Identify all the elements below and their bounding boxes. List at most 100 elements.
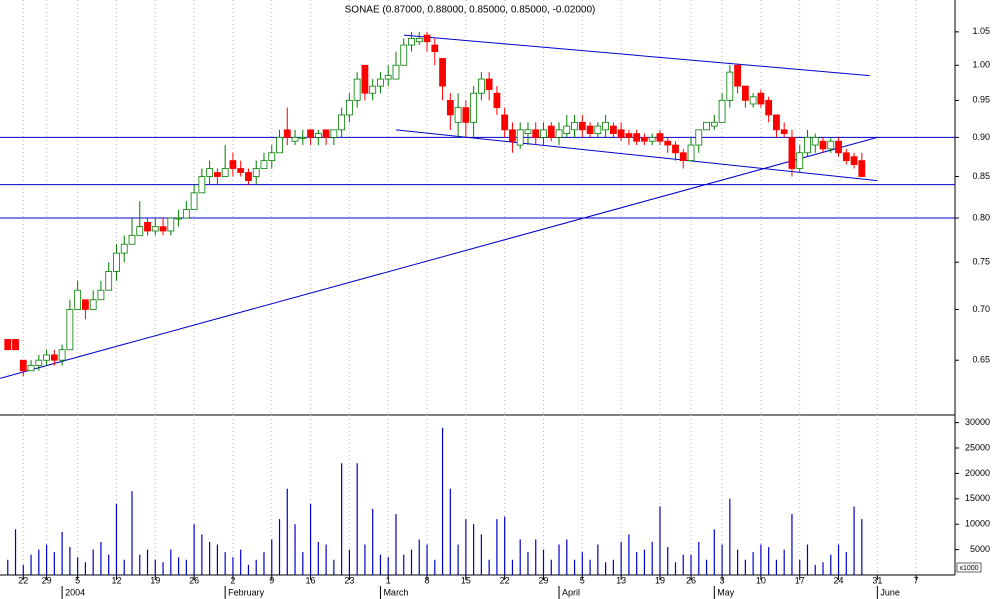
y-tick-label: 30000 bbox=[965, 417, 990, 427]
candle-body bbox=[516, 129, 524, 146]
candle-body bbox=[291, 136, 299, 142]
candle-body bbox=[431, 44, 439, 53]
x-tick-label: 29 bbox=[538, 575, 548, 585]
candle-body bbox=[190, 192, 198, 210]
x-tick-label: 26 bbox=[686, 575, 696, 585]
candle-body bbox=[827, 140, 835, 150]
x-tick-label: 23 bbox=[344, 575, 354, 585]
candle-body bbox=[43, 354, 50, 361]
month-label: February bbox=[228, 587, 265, 597]
candle-body bbox=[811, 136, 819, 146]
x-tick-label: 1 bbox=[386, 575, 391, 585]
candle-body bbox=[4, 339, 12, 351]
candle-body bbox=[400, 44, 408, 66]
x-tick-label: 19 bbox=[150, 575, 160, 585]
candle-body bbox=[641, 136, 648, 142]
x-tick-label: 19 bbox=[655, 575, 665, 585]
candle-body bbox=[726, 71, 734, 101]
candle-body bbox=[842, 152, 850, 162]
month-label: June bbox=[880, 587, 900, 597]
x-tick-label: 9 bbox=[269, 575, 274, 585]
candle-body bbox=[578, 121, 586, 131]
candle-body bbox=[19, 359, 27, 372]
month-label: May bbox=[717, 587, 735, 597]
x-tick-label: 29 bbox=[42, 575, 52, 585]
unit-box bbox=[956, 562, 982, 573]
candle-body bbox=[509, 129, 516, 142]
candle-body bbox=[369, 85, 377, 94]
candle-body bbox=[462, 107, 470, 123]
x-tick-label: 8 bbox=[425, 575, 430, 585]
y-tick-label: 0.70 bbox=[972, 304, 990, 314]
candle-body bbox=[757, 92, 765, 105]
candle-body bbox=[268, 152, 276, 162]
trend-line bbox=[403, 34, 870, 77]
x-tick-label: 31 bbox=[872, 575, 882, 585]
candle-body bbox=[136, 226, 144, 236]
candle-body bbox=[858, 160, 866, 177]
candle-body bbox=[128, 234, 136, 245]
candle-body bbox=[648, 136, 656, 142]
candle-body bbox=[408, 38, 415, 46]
y-tick-label: 0.80 bbox=[972, 212, 990, 222]
candle-body bbox=[35, 359, 43, 366]
y-tick-label: 20000 bbox=[965, 468, 990, 478]
x-tick-label: 26 bbox=[189, 575, 199, 585]
candle-body bbox=[276, 136, 283, 154]
volume-unit: x1000 bbox=[959, 565, 978, 572]
candle-body bbox=[245, 172, 252, 181]
y-tick-label: 15000 bbox=[965, 493, 990, 503]
x-tick-label: 15 bbox=[461, 575, 471, 585]
x-tick-label: 3 bbox=[720, 575, 725, 585]
candle-body bbox=[679, 152, 687, 162]
candle-body bbox=[206, 168, 214, 177]
candle-body bbox=[58, 349, 66, 361]
candle-body bbox=[89, 299, 97, 310]
candle-body bbox=[563, 125, 571, 134]
candle-body bbox=[454, 107, 462, 123]
candle-body bbox=[377, 78, 384, 87]
candle-body bbox=[571, 121, 578, 131]
candle-body bbox=[470, 92, 478, 123]
candle-body bbox=[741, 85, 749, 101]
month-label: April bbox=[562, 587, 580, 597]
candle-body bbox=[695, 129, 703, 146]
y-tick-label: 0.90 bbox=[972, 132, 990, 142]
x-tick-label: 16 bbox=[306, 575, 316, 585]
candle-body bbox=[540, 129, 547, 138]
candle-body bbox=[213, 172, 221, 177]
candle-body bbox=[120, 243, 128, 254]
x-tick-label: 5 bbox=[75, 575, 80, 585]
candle-body bbox=[617, 129, 625, 138]
candle-body bbox=[74, 289, 82, 310]
candle-body bbox=[501, 114, 509, 131]
candle-body bbox=[765, 99, 773, 116]
candle-body bbox=[788, 136, 796, 169]
candle-body bbox=[602, 121, 610, 131]
candle-body bbox=[252, 168, 260, 177]
candle-body bbox=[773, 114, 780, 131]
candle-body bbox=[283, 129, 291, 138]
candle-body bbox=[796, 152, 804, 169]
candle-body bbox=[82, 299, 89, 310]
y-tick-label: 0.65 bbox=[972, 355, 990, 365]
candle-body bbox=[237, 168, 245, 173]
candle-body bbox=[151, 226, 159, 232]
x-tick-label: 5 bbox=[580, 575, 585, 585]
y-tick-label: 0.95 bbox=[972, 95, 990, 105]
candle-body bbox=[703, 121, 710, 131]
candle-body bbox=[105, 271, 113, 291]
candle-body bbox=[835, 140, 842, 154]
candle-body bbox=[672, 144, 679, 154]
candle-body bbox=[299, 136, 307, 139]
candle-body bbox=[664, 140, 672, 146]
candle-body bbox=[144, 221, 151, 232]
candle-body bbox=[338, 114, 346, 131]
candle-body bbox=[322, 129, 330, 138]
trend-line bbox=[395, 129, 878, 182]
candle-body bbox=[182, 209, 190, 219]
candle-body bbox=[819, 140, 827, 150]
x-tick-label: 10 bbox=[756, 575, 766, 585]
candle-body bbox=[198, 176, 206, 194]
